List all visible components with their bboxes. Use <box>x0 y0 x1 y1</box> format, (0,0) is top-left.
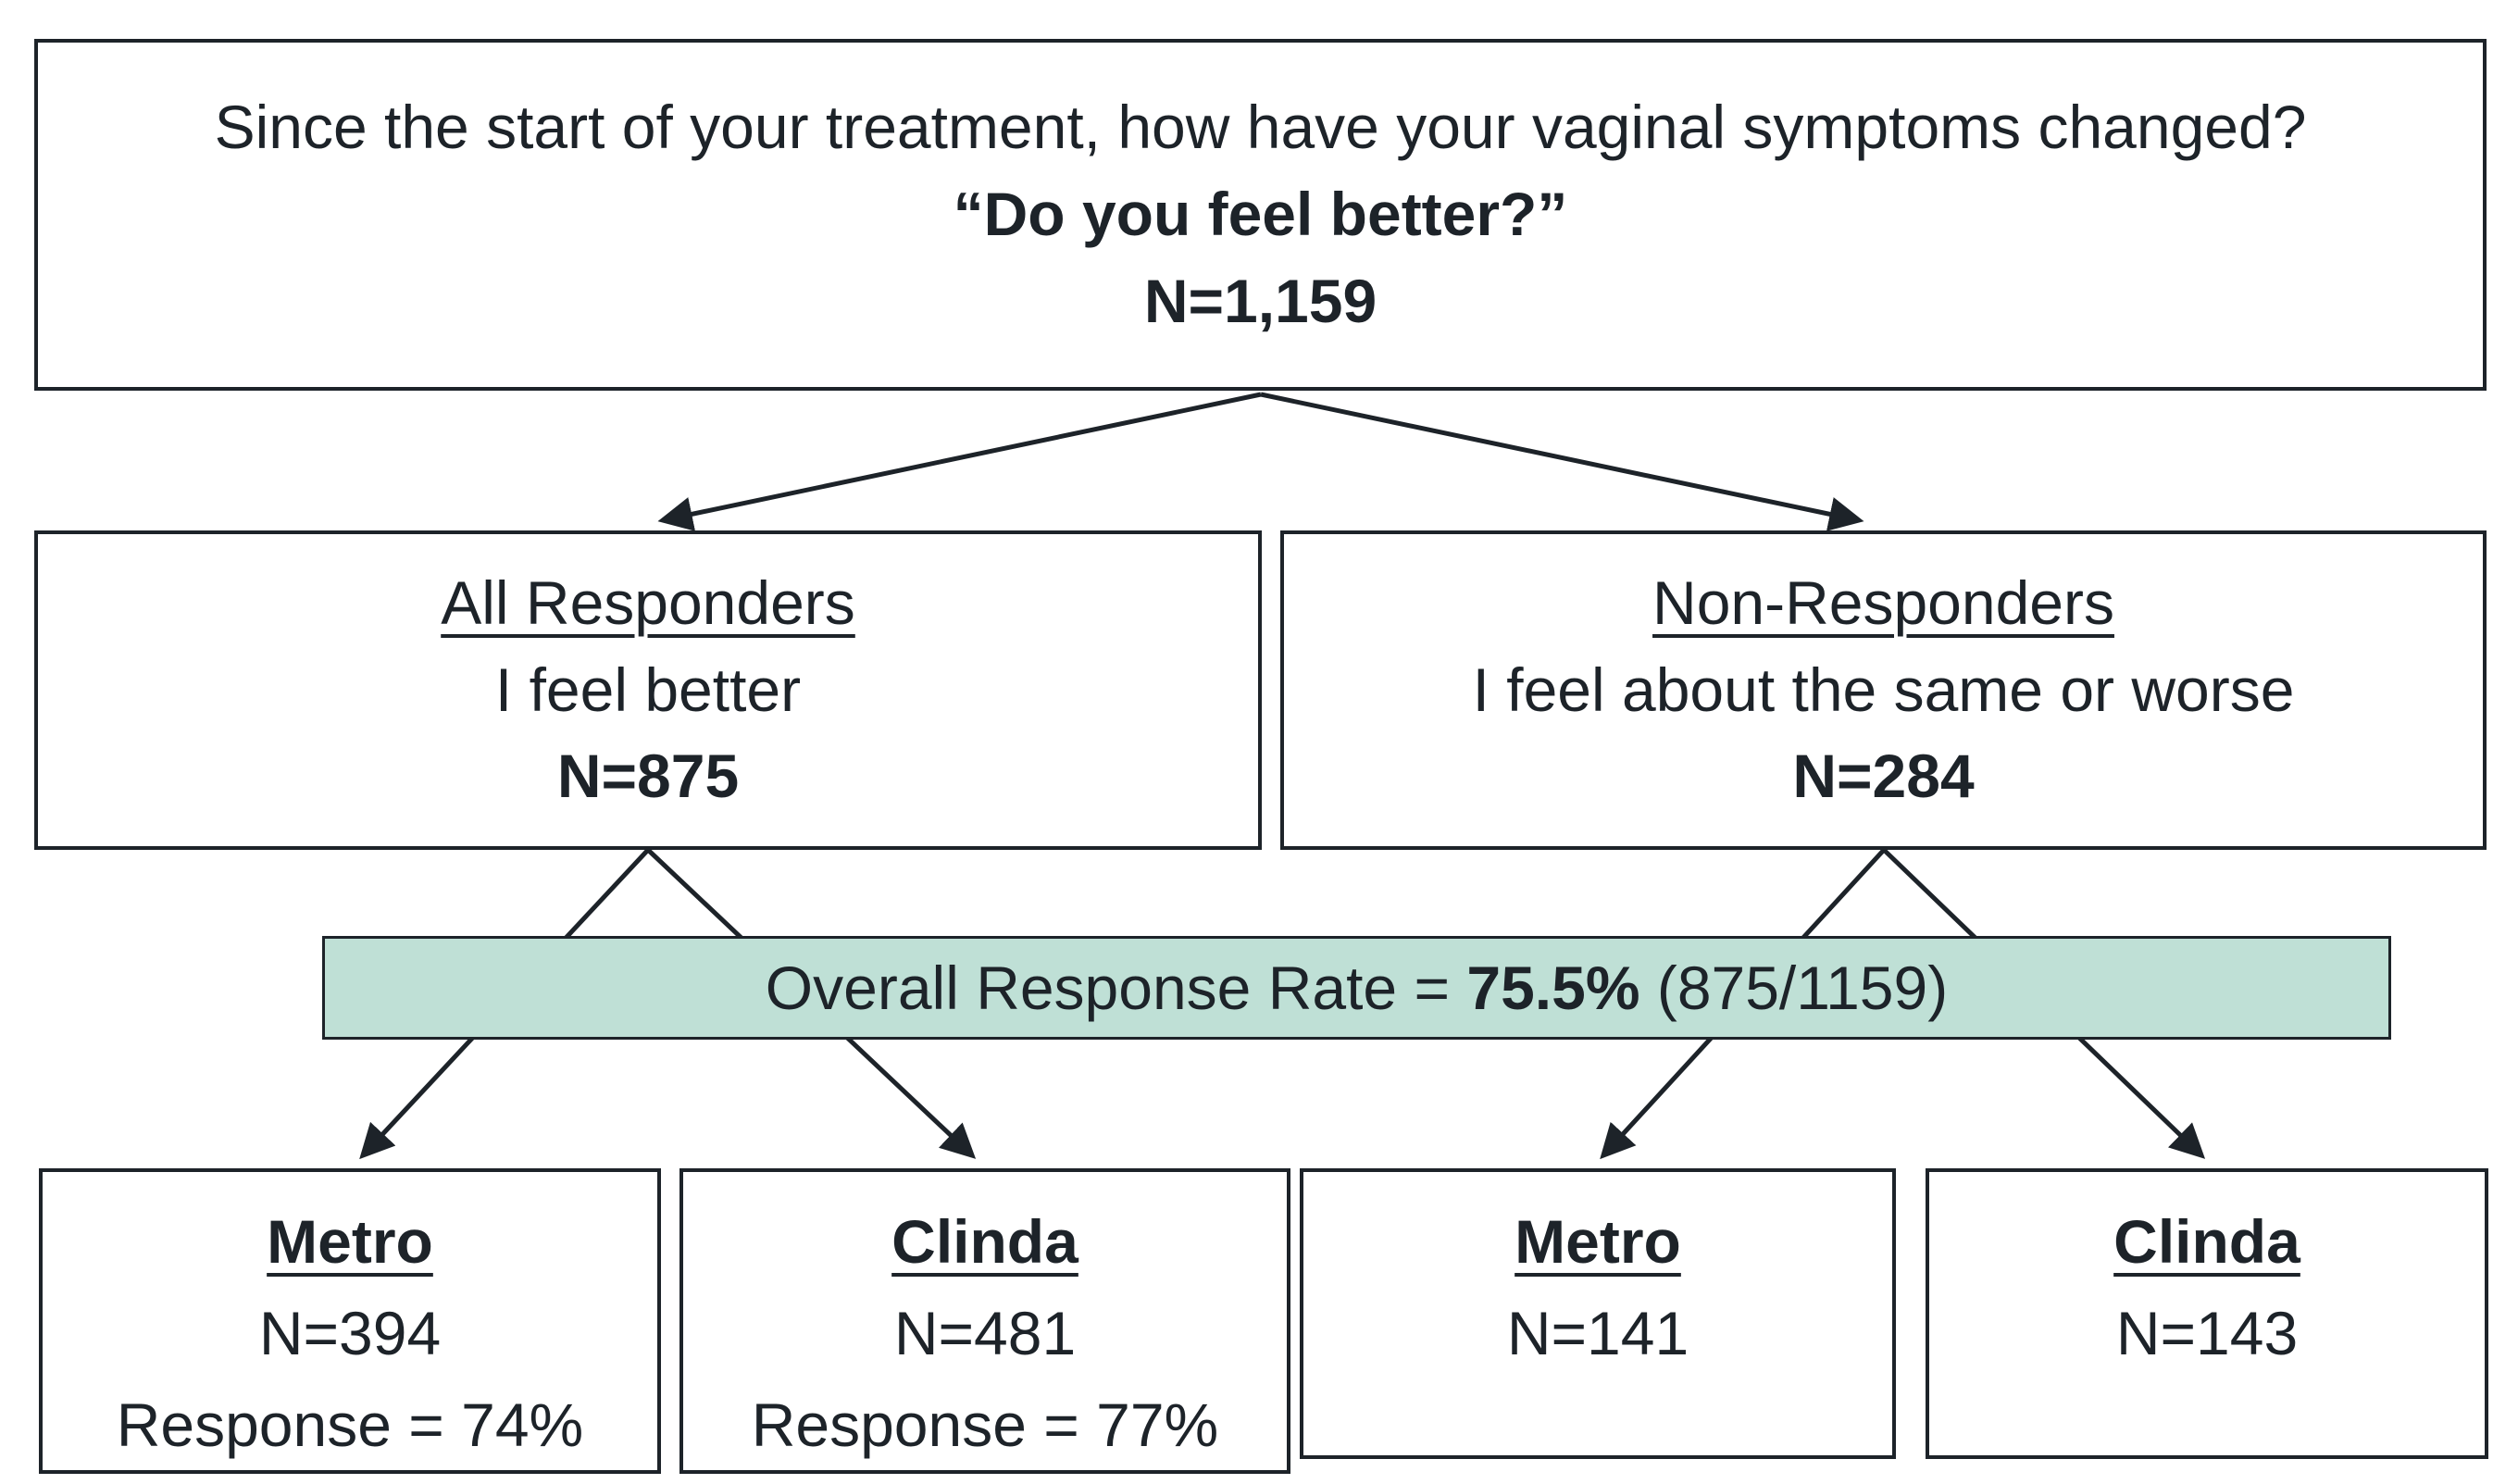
question-text: Since the start of your treatment, how h… <box>214 93 2307 162</box>
rate-label: Overall Response Rate = <box>765 954 1467 1022</box>
nonresponders-metro-box: Metro N=141 <box>1300 1168 1896 1459</box>
question-n-count: N=1,159 <box>1143 266 1377 335</box>
arrow-root-to-nonresponders <box>1260 392 1864 531</box>
nonresponders-metro-title: Metro <box>1515 1207 1681 1276</box>
nonresponders-box: Non-Responders I feel about the same or … <box>1280 530 2487 850</box>
responders-clinda-response-rate: Response = 77% <box>751 1390 1219 1459</box>
responders-n-count: N=875 <box>556 742 740 811</box>
nonresponders-subtitle: I feel about the same or worse <box>1472 655 2295 724</box>
overall-response-rate-bar: Overall Response Rate = 75.5% (875/1159) <box>322 936 2391 1040</box>
responders-metro-response-rate: Response = 74% <box>116 1390 584 1459</box>
responders-metro-title: Metro <box>267 1207 433 1276</box>
responders-clinda-title: Clinda <box>891 1207 1078 1276</box>
nonresponders-clinda-title: Clinda <box>2113 1207 2300 1276</box>
responders-metro-n-count: N=394 <box>258 1299 442 1367</box>
responders-title: All Responders <box>441 567 855 637</box>
responders-clinda-n-count: N=481 <box>893 1299 1077 1367</box>
nonresponders-metro-n-count: N=141 <box>1506 1299 1689 1367</box>
responders-subtitle: I feel better <box>494 655 802 724</box>
responders-clinda-box: Clinda N=481 Response = 77% <box>679 1168 1290 1474</box>
question-quote: “Do you feel better?” <box>953 180 1568 249</box>
nonresponders-clinda-box: Clinda N=143 <box>1926 1168 2488 1459</box>
responders-box: All Responders I feel better N=875 <box>34 530 1262 850</box>
nonresponders-title: Non-Responders <box>1652 567 2114 637</box>
arrow-root-to-responders <box>657 392 1262 531</box>
responders-metro-box: Metro N=394 Response = 74% <box>39 1168 661 1474</box>
nonresponders-clinda-n-count: N=143 <box>2115 1299 2299 1367</box>
nonresponders-n-count: N=284 <box>1792 742 1975 811</box>
rate-value: 75.5% <box>1466 954 1640 1022</box>
rate-fraction: (875/1159) <box>1639 954 1949 1022</box>
question-box: Since the start of your treatment, how h… <box>34 39 2487 391</box>
